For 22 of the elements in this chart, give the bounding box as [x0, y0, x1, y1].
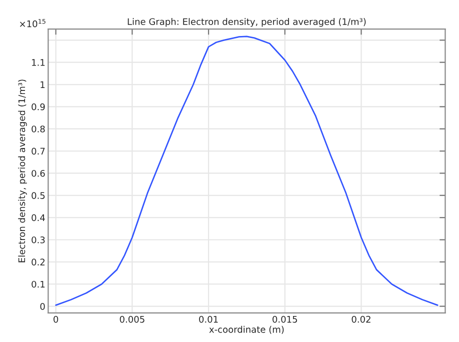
y-tick-label: 0.3 — [32, 236, 45, 244]
text: ×10$^{15}$ — [20, 19, 46, 28]
chart-title: Line Graph: Electron density, period averaged (1/m³) — [128, 18, 366, 27]
y-tick-label: 0.2 — [32, 258, 45, 266]
y-tick-label: 0.9 — [32, 103, 45, 110]
y-tick-label: 0.8 — [32, 126, 45, 132]
y-axis-title: Electron density, period averaged (1/m³) — [18, 80, 27, 262]
x-tick-label: 0.02 — [352, 316, 370, 323]
y-tick-label: 0.6 — [32, 170, 45, 177]
x-tick-label: 0 — [54, 316, 58, 323]
y-tick-label: 0.7 — [32, 148, 45, 155]
x-axis-title: x-coordinate (m) — [209, 326, 284, 334]
y-tick-label: 1 — [40, 81, 45, 88]
y-tick-label: 0.4 — [32, 214, 45, 222]
line-series — [55, 36, 438, 306]
y-tick-label: 1.1 — [32, 59, 45, 66]
x-tick-label: 0.01 — [199, 316, 218, 323]
x-tick-label: 0.015 — [272, 316, 298, 323]
y-tick-label: 0.1 — [32, 280, 45, 288]
x-tick-label: 0.005 — [120, 316, 144, 323]
y-tick-label: 0.5 — [32, 192, 45, 199]
y-tick-label: 0 — [40, 303, 45, 310]
